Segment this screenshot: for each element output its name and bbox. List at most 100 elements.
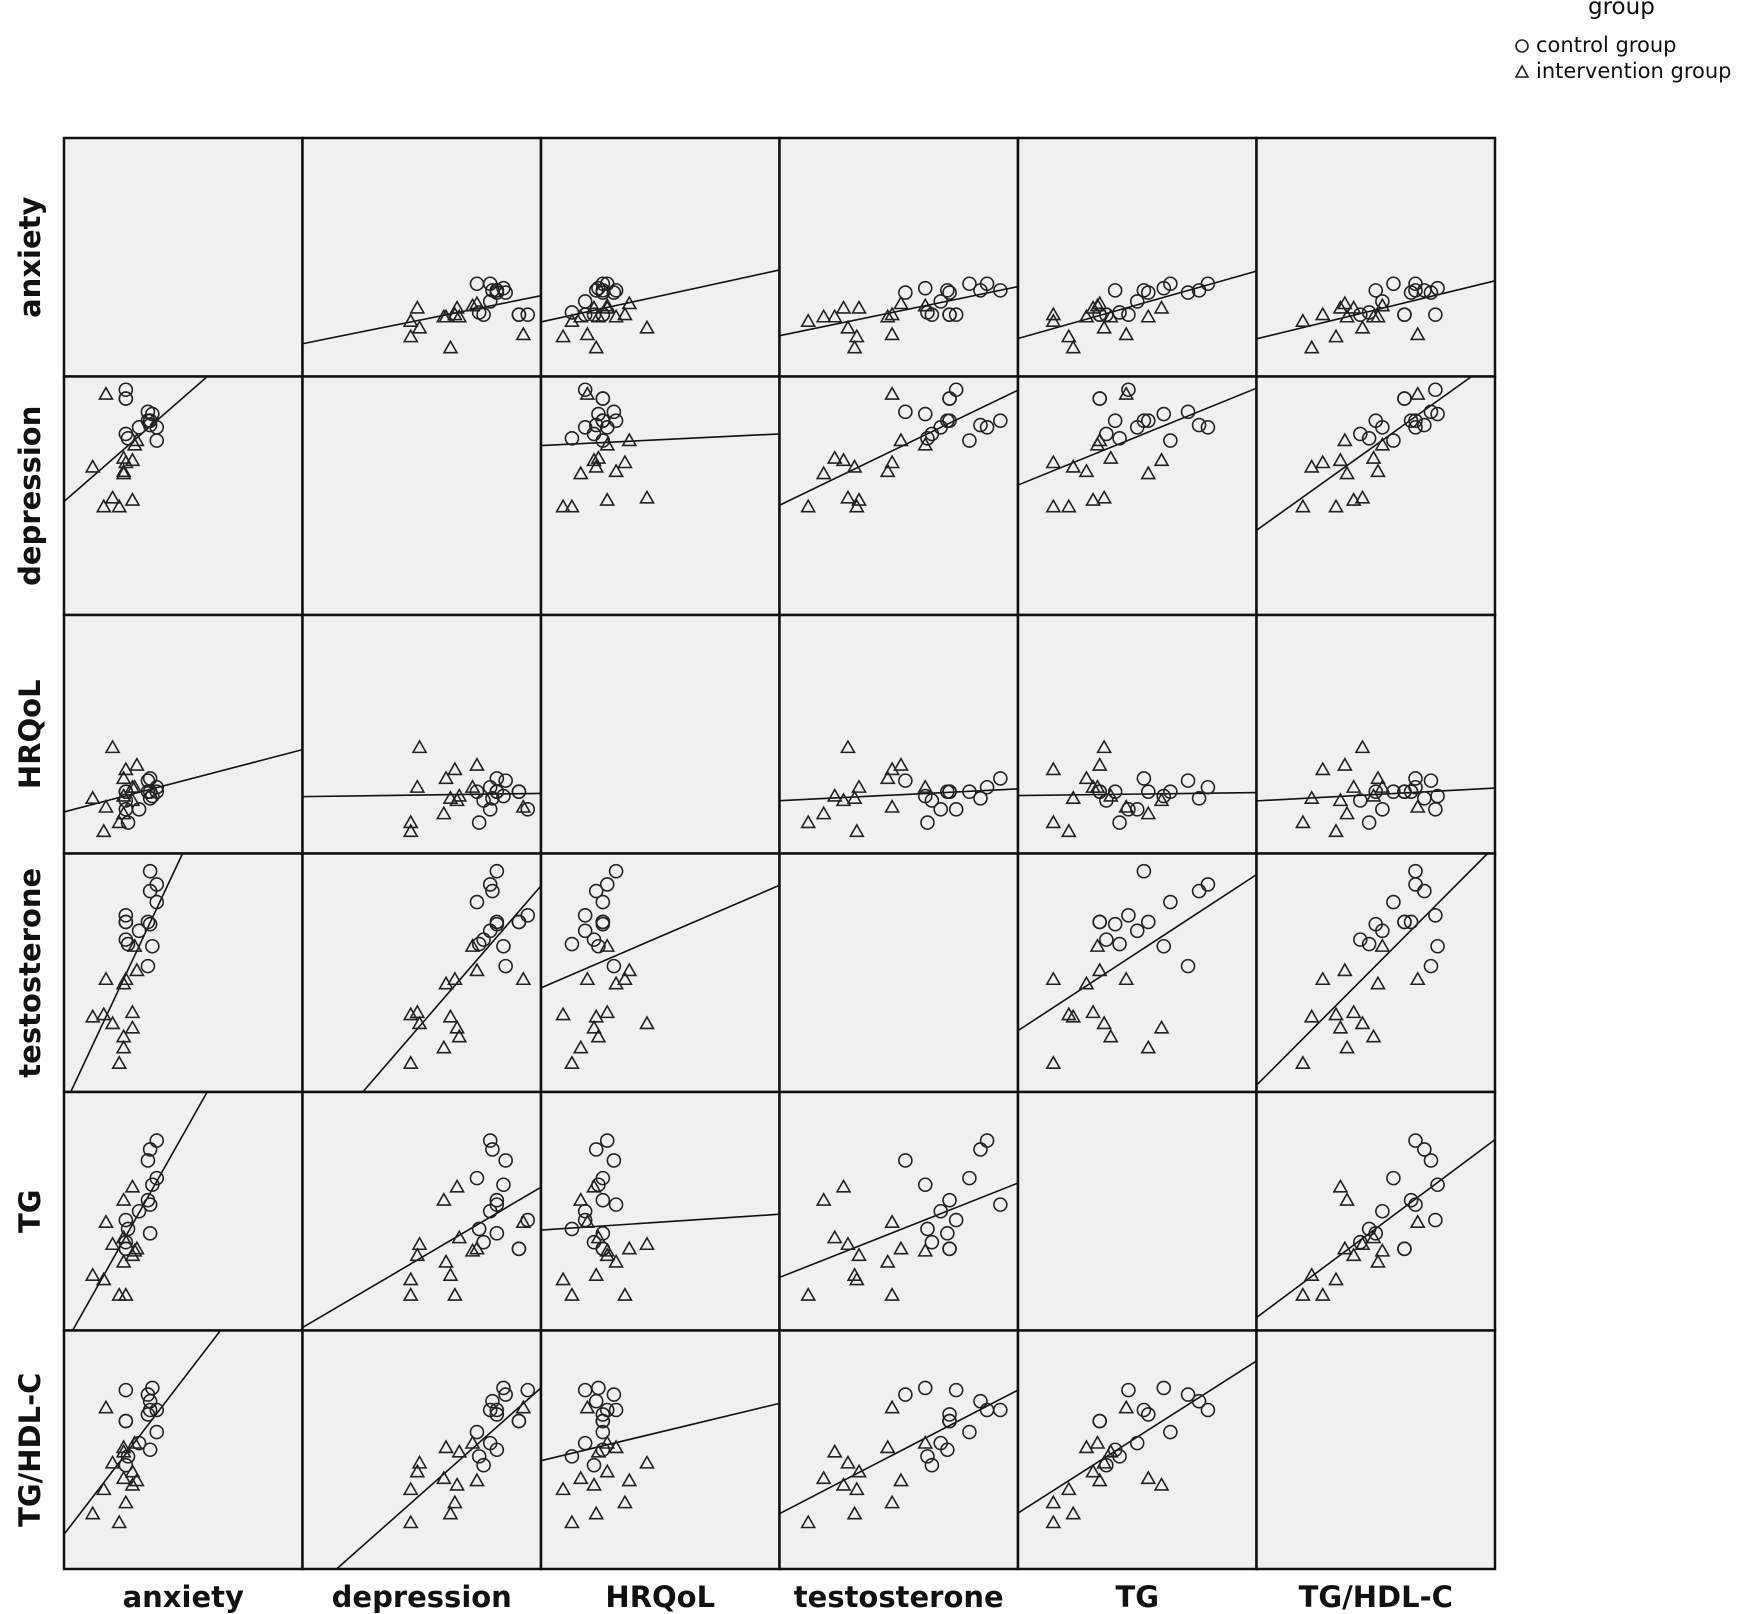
point-intervention-hrqol-vs-tg — [1045, 814, 1062, 829]
x-axis-label-hrqol: HRQoL — [605, 1580, 715, 1614]
point-control-tg-vs-tg-hdl-c — [1428, 1212, 1443, 1228]
point-control-depression-vs-tg — [1112, 431, 1127, 446]
point-intervention-anxiety-vs-hrqol — [639, 319, 655, 334]
panel-testosterone-vs-depression — [301, 852, 543, 1094]
point-control-depression-vs-tg — [1140, 413, 1156, 428]
point-control-anxiety-vs-testosterone — [933, 294, 949, 309]
point-intervention-testosterone-vs-hrqol — [608, 975, 624, 990]
point-intervention-anxiety-vs-tg — [1102, 308, 1119, 323]
point-control-testosterone-vs-tg — [1112, 936, 1127, 952]
point-intervention-anxiety-vs-tg-hdl-c — [1303, 339, 1320, 354]
point-control-anxiety-vs-hrqol — [577, 294, 593, 309]
point-intervention-tg-vs-testosterone — [917, 1242, 934, 1257]
point-intervention-depression-vs-anxiety — [104, 489, 121, 504]
point-intervention-tg-vs-tg-hdl-c — [1374, 1242, 1391, 1257]
point-intervention-anxiety-vs-depression — [402, 313, 419, 327]
y-axis-label-tg-hdl-c: TG/HDL-C — [13, 1373, 47, 1527]
point-control-hrqol-vs-tg — [1180, 773, 1196, 788]
point-intervention-tg-vs-tg-hdl-c — [1370, 1253, 1386, 1268]
point-intervention-anxiety-vs-tg — [1045, 313, 1062, 327]
point-intervention-testosterone-vs-tg — [1085, 1004, 1101, 1019]
point-intervention-tg-hdl-c-vs-depression — [449, 1476, 465, 1491]
point-intervention-tg-hdl-c-vs-hrqol — [639, 1454, 655, 1469]
point-intervention-testosterone-vs-hrqol — [599, 938, 616, 952]
point-intervention-testosterone-vs-hrqol — [586, 1019, 602, 1034]
point-intervention-anxiety-vs-tg-hdl-c — [1365, 308, 1382, 323]
point-intervention-hrqol-vs-tg-hdl-c — [1339, 805, 1355, 820]
point-intervention-depression-vs-tg — [1085, 492, 1101, 506]
point-control-testosterone-vs-hrqol — [595, 894, 611, 910]
point-intervention-depression-vs-anxiety — [98, 386, 114, 400]
point-control-tg-hdl-c-vs-depression — [476, 1457, 491, 1473]
point-intervention-hrqol-vs-depression — [464, 779, 481, 793]
point-control-hrqol-vs-tg — [1200, 779, 1216, 795]
point-intervention-testosterone-vs-hrqol — [639, 1015, 655, 1030]
point-intervention-tg-hdl-c-vs-depression — [446, 1494, 463, 1509]
point-intervention-testosterone-vs-depression — [469, 962, 485, 977]
point-control-testosterone-vs-tg-hdl-c — [1403, 914, 1419, 930]
point-intervention-testosterone-vs-depression — [446, 971, 463, 986]
point-control-anxiety-vs-testosterone — [942, 307, 957, 322]
point-control-tg-hdl-c-vs-tg — [1140, 1407, 1156, 1422]
x-axis-label-tg-hdl-c: TG/HDL-C — [1299, 1580, 1453, 1614]
point-control-anxiety-vs-depression — [469, 276, 485, 292]
point-intervention-tg-vs-depression — [449, 1178, 465, 1193]
point-intervention-tg-hdl-c-vs-depression — [435, 1470, 452, 1485]
point-control-anxiety-vs-hrqol — [564, 305, 580, 320]
point-control-hrqol-vs-testosterone — [933, 802, 949, 817]
point-intervention-depression-vs-tg — [1140, 465, 1157, 480]
point-intervention-tg-hdl-c-vs-tg — [1096, 1454, 1113, 1469]
y-axis-label-tg: TG — [13, 1189, 47, 1233]
point-control-tg-hdl-c-vs-depression — [511, 1413, 527, 1429]
point-control-tg-vs-tg-hdl-c — [1408, 1133, 1423, 1148]
point-intervention-tg-hdl-c-vs-anxiety — [117, 1494, 134, 1509]
point-control-tg-vs-tg-hdl-c — [1430, 1177, 1445, 1193]
triangle-marker-icon — [1514, 64, 1530, 78]
point-control-tg-hdl-c-vs-depression — [498, 1387, 513, 1402]
point-intervention-hrqol-vs-depression — [451, 787, 468, 802]
point-control-testosterone-vs-depression — [489, 863, 505, 879]
point-intervention-depression-vs-tg — [1091, 432, 1108, 447]
point-control-tg-vs-depression — [511, 1241, 527, 1257]
point-intervention-anxiety-vs-testosterone — [848, 328, 865, 343]
point-intervention-hrqol-vs-tg-hdl-c — [1303, 790, 1320, 804]
point-control-testosterone-vs-tg — [1129, 923, 1145, 939]
point-control-tg-hdl-c-vs-anxiety — [140, 1407, 156, 1422]
point-intervention-tg-hdl-c-vs-depression — [469, 1472, 485, 1487]
point-intervention-tg-hdl-c-vs-anxiety — [128, 1472, 145, 1487]
point-intervention-testosterone-vs-depression — [402, 1006, 419, 1021]
x-axis-label-testosterone: testosterone — [794, 1580, 1004, 1614]
panel-tg-hdl-c-vs-anxiety — [62, 1329, 304, 1571]
point-control-tg-vs-hrqol — [595, 1170, 611, 1186]
point-control-anxiety-vs-testosterone — [898, 285, 913, 300]
point-intervention-hrqol-vs-tg — [1140, 805, 1157, 820]
fit-line-tg-hdl-c-vs-depression — [336, 1387, 542, 1570]
point-intervention-hrqol-vs-tg-hdl-c — [1370, 770, 1386, 785]
point-intervention-anxiety-vs-tg — [1140, 308, 1157, 323]
point-control-hrqol-vs-tg-hdl-c — [1430, 788, 1445, 804]
point-intervention-hrqol-vs-depression — [442, 790, 459, 804]
point-control-testosterone-vs-tg-hdl-c — [1361, 936, 1377, 952]
point-intervention-testosterone-vs-anxiety — [115, 1028, 132, 1043]
point-intervention-hrqol-vs-depression — [515, 799, 532, 813]
point-control-tg-vs-tg-hdl-c — [1386, 1170, 1401, 1186]
point-intervention-testosterone-vs-tg-hdl-c — [1354, 1015, 1371, 1030]
point-control-tg-hdl-c-vs-tg — [1180, 1387, 1196, 1402]
point-intervention-tg-vs-tg-hdl-c — [1354, 1236, 1371, 1251]
point-intervention-tg-vs-anxiety — [128, 1240, 145, 1255]
point-control-tg-vs-tg-hdl-c — [1368, 1226, 1384, 1241]
point-intervention-tg-vs-depression — [409, 1247, 426, 1262]
fit-line-tg-hdl-c-vs-hrqol — [540, 1402, 780, 1462]
point-intervention-hrqol-vs-tg-hdl-c — [1409, 799, 1426, 813]
point-intervention-testosterone-vs-tg-hdl-c — [1303, 1008, 1320, 1023]
point-intervention-tg-vs-anxiety — [124, 1178, 141, 1193]
point-control-testosterone-vs-tg — [1121, 908, 1136, 923]
point-intervention-tg-vs-depression — [442, 1267, 459, 1281]
point-intervention-hrqol-vs-tg — [1060, 823, 1077, 838]
point-control-tg-hdl-c-vs-depression — [489, 1442, 505, 1458]
panel-tg-hdl-c-vs-depression — [301, 1329, 543, 1571]
panel-hrqol-vs-anxiety — [62, 613, 304, 855]
point-intervention-tg-hdl-c-vs-hrqol — [590, 1443, 607, 1458]
point-control-depression-vs-tg-hdl-c — [1386, 433, 1401, 448]
point-control-testosterone-vs-depression — [489, 914, 505, 930]
